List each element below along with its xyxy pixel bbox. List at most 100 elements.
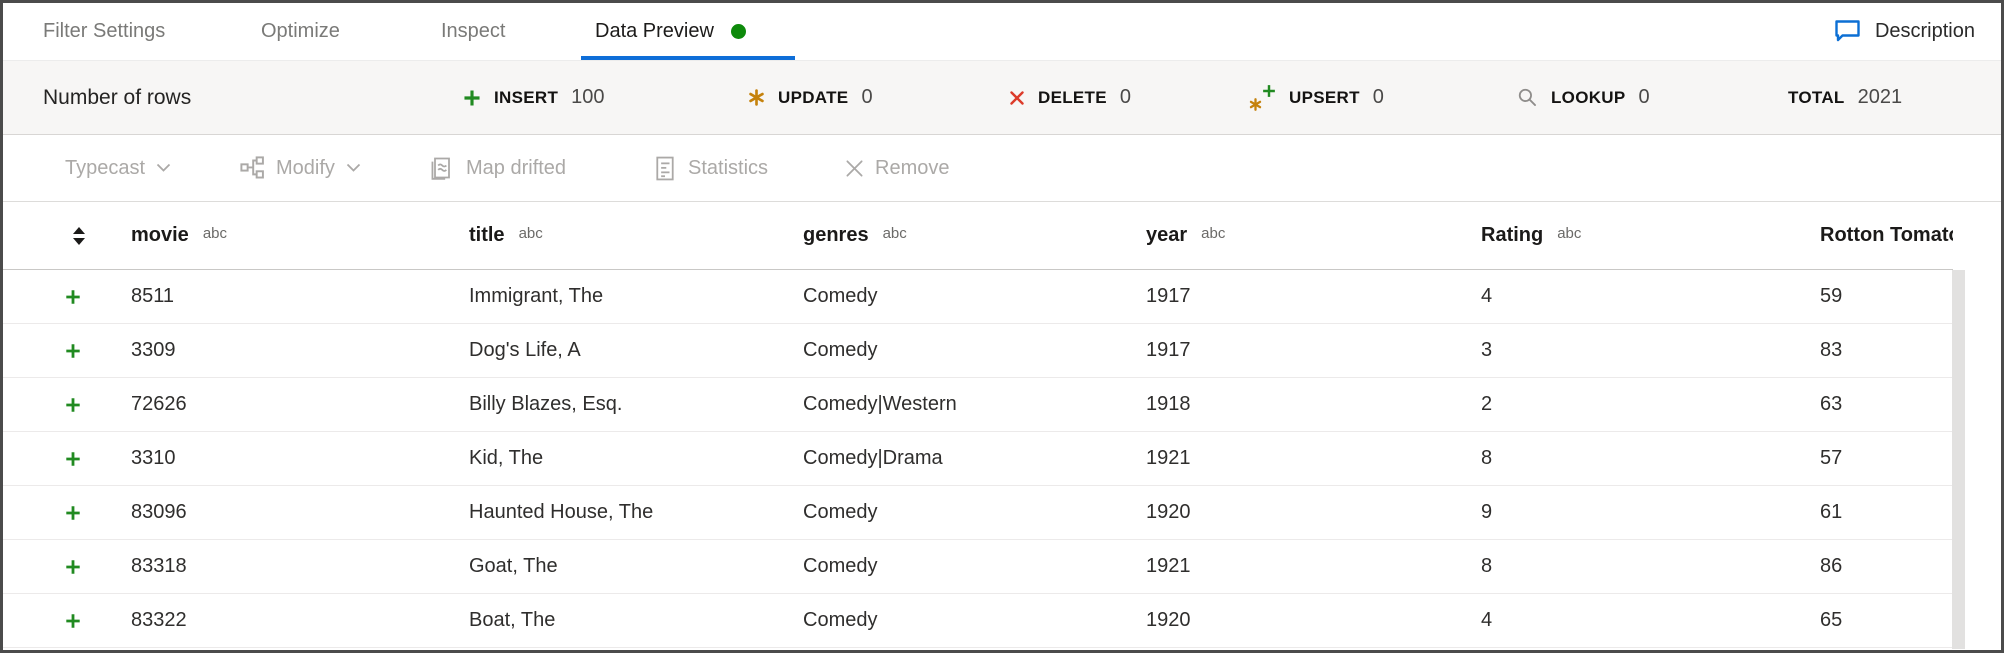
remove-button[interactable]: Remove <box>845 135 949 201</box>
update-stat: UPDATE 0 <box>748 61 873 134</box>
search-icon <box>1518 88 1536 106</box>
modify-label: Modify <box>276 156 335 179</box>
insert-stat: INSERT 100 <box>463 61 605 134</box>
genres-cell: Comedy <box>803 285 878 307</box>
row-stats-band: Number of rows INSERT 100 UPDATE 0 <box>3 61 2001 135</box>
remove-x-icon <box>846 159 863 177</box>
lookup-label: LOOKUP <box>1551 87 1626 107</box>
insert-row-plus-icon <box>65 486 81 539</box>
number-of-rows-label: Number of rows <box>43 85 192 109</box>
title-cell: Kid, The <box>469 447 544 469</box>
year-cell: 1921 <box>1146 555 1191 577</box>
column-type-abc: abc <box>882 225 907 242</box>
map-drifted-button[interactable]: Map drifted <box>429 135 566 201</box>
data-preview-table: movie abc title abc genres abc year abc … <box>3 202 1953 650</box>
table-row[interactable]: 3310 Kid, The Comedy|Drama 1921 8 57 <box>3 432 1953 486</box>
typecast-label: Typecast <box>65 156 146 179</box>
table-row[interactable]: 83322 Boat, The Comedy 1920 4 65 <box>3 594 1953 648</box>
column-header-movie[interactable]: movie abc <box>131 224 227 246</box>
table-row[interactable]: 83096 Haunted House, The Comedy 1920 9 6… <box>3 486 1953 540</box>
column-header-rating[interactable]: Rating abc <box>1481 224 1582 246</box>
statistics-label: Statistics <box>688 156 769 179</box>
movie-cell: 83096 <box>131 501 187 523</box>
tab-filter-settings[interactable]: Filter Settings <box>43 19 166 42</box>
typecast-button[interactable]: Typecast <box>65 135 171 201</box>
description-button[interactable]: Description <box>1833 3 1975 59</box>
vertical-scrollbar[interactable] <box>1952 270 1965 649</box>
insert-label: INSERT <box>494 87 559 107</box>
tab-inspect[interactable]: Inspect <box>441 19 506 42</box>
insert-row-plus-icon <box>65 594 81 647</box>
column-header-genres[interactable]: genres abc <box>803 224 907 246</box>
modify-button[interactable]: Modify <box>240 135 361 201</box>
table-row[interactable]: 83318 Goat, The Comedy 1921 8 86 <box>3 540 1953 594</box>
movie-cell: 83318 <box>131 555 187 577</box>
column-type-abc: abc <box>1557 225 1582 242</box>
map-drifted-label: Map drifted <box>466 156 567 179</box>
total-count: 2021 <box>1857 86 1903 108</box>
plus-icon <box>464 89 480 106</box>
rotton-tomato-cell: 59 <box>1820 285 1843 307</box>
movie-cell: 3309 <box>131 339 176 361</box>
description-label: Description <box>1874 19 1975 42</box>
asterisk-icon <box>749 89 764 106</box>
delete-count: 0 <box>1119 86 1131 108</box>
column-actions-toolbar: Typecast Modify <box>3 135 2001 202</box>
movie-cell: 72626 <box>131 393 187 415</box>
rating-cell: 4 <box>1481 285 1493 307</box>
title-cell: Billy Blazes, Esq. <box>469 393 623 415</box>
genres-cell: Comedy|Western <box>803 393 957 415</box>
upsert-label: UPSERT <box>1289 87 1360 107</box>
branch-modify-icon <box>240 155 264 178</box>
year-cell: 1920 <box>1146 501 1191 523</box>
table-header-row: movie abc title abc genres abc year abc … <box>3 202 1953 270</box>
movie-cell: 8511 <box>131 285 175 307</box>
year-cell: 1917 <box>1146 339 1191 361</box>
title-cell: Goat, The <box>469 555 558 577</box>
rotton-tomato-cell: 65 <box>1820 609 1843 631</box>
tab-bar: Filter Settings Optimize Inspect Data Pr… <box>3 3 2001 61</box>
column-header-rotton-tomato[interactable]: Rotton Tomato <box>1820 224 1953 246</box>
statistics-icon <box>656 156 674 180</box>
column-type-abc: abc <box>1201 225 1226 242</box>
genres-cell: Comedy <box>803 339 878 361</box>
sort-icon[interactable] <box>73 202 85 269</box>
data-ready-status-dot <box>730 23 746 39</box>
rating-cell: 8 <box>1481 555 1493 577</box>
statistics-button[interactable]: Statistics <box>653 135 768 201</box>
tab-optimize[interactable]: Optimize <box>261 19 340 42</box>
rotton-tomato-cell: 57 <box>1820 447 1843 469</box>
column-header-title[interactable]: title abc <box>469 224 543 246</box>
genres-cell: Comedy <box>803 609 878 631</box>
rating-cell: 2 <box>1481 393 1493 415</box>
tab-data-preview[interactable]: Data Preview <box>595 3 746 59</box>
map-drifted-icon <box>431 157 450 180</box>
title-cell: Boat, The <box>469 609 556 631</box>
year-cell: 1918 <box>1146 393 1191 415</box>
title-cell: Immigrant, The <box>469 285 604 307</box>
column-header-year[interactable]: year abc <box>1146 224 1226 246</box>
update-count: 0 <box>861 86 873 108</box>
remove-label: Remove <box>875 156 950 179</box>
year-cell: 1920 <box>1146 609 1191 631</box>
rating-cell: 9 <box>1481 501 1493 523</box>
movie-cell: 83322 <box>131 609 187 631</box>
insert-row-plus-icon <box>65 432 81 485</box>
table-row[interactable]: 3309 Dog's Life, A Comedy 1917 3 83 <box>3 324 1953 378</box>
rotton-tomato-cell: 86 <box>1820 555 1843 577</box>
insert-row-plus-icon <box>65 270 81 323</box>
movie-cell: 3310 <box>131 447 176 469</box>
chevron-down-icon <box>346 163 361 172</box>
delete-label: DELETE <box>1038 87 1107 107</box>
rating-cell: 4 <box>1481 609 1493 631</box>
table-row[interactable]: 8511 Immigrant, The Comedy 1917 4 59 <box>3 270 1953 324</box>
table-row[interactable]: 72626 Billy Blazes, Esq. Comedy|Western … <box>3 378 1953 432</box>
delete-x-icon <box>1010 90 1024 105</box>
rotton-tomato-cell: 61 <box>1820 501 1843 523</box>
comment-bubble-icon <box>1835 20 1860 42</box>
genres-cell: Comedy <box>803 501 878 523</box>
lookup-stat: LOOKUP 0 <box>1517 61 1650 134</box>
genres-cell: Comedy <box>803 555 878 577</box>
update-label: UPDATE <box>778 87 849 107</box>
